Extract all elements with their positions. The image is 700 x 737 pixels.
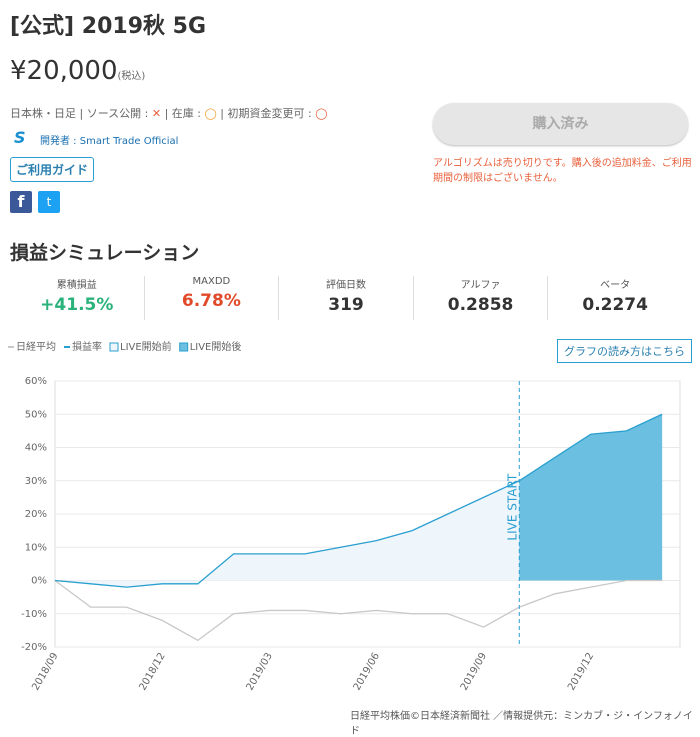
- mark: ◯: [315, 107, 328, 120]
- stat-value: +41.5%: [40, 295, 114, 315]
- legend-label: LIVE開始後: [190, 340, 242, 353]
- stats: 累積損益 +41.5% MAXDD 6.78% 評価日数 319 アルファ 0.2858 ベータ…: [10, 276, 682, 320]
- stat-label: MAXDD: [192, 276, 231, 287]
- y-tick-label: 50%: [25, 409, 47, 420]
- price: ¥20,000(税込): [10, 56, 145, 86]
- area: [55, 480, 520, 588]
- y-tick-label: 10%: [25, 542, 47, 553]
- line: [54, 413, 663, 588]
- line: [54, 579, 663, 642]
- info-text: 日本株・日足 | ソース公開 :: [10, 107, 152, 120]
- info: 日本株・日足 | ソース公開 : ✕ | 在庫 : ◯ | 初期資金変更可 : …: [10, 105, 328, 121]
- y-tick-label: 20%: [25, 509, 47, 520]
- stat: 評価日数 319: [278, 276, 413, 320]
- chart: -20% -10% 0% 10% 20% 30% 40% 50% 60% 2018/09 2018/…: [8, 340, 681, 692]
- stat-value: 0.2858: [447, 295, 514, 315]
- y-tick-label: 30%: [25, 476, 47, 487]
- y-tick-label: -20%: [21, 642, 47, 653]
- stat-label: 評価日数: [325, 280, 366, 291]
- area: [519, 414, 663, 581]
- stat: ベータ 0.2274: [547, 276, 682, 320]
- dev-logo: S: [14, 128, 26, 147]
- legend-label: 損益率: [72, 340, 102, 353]
- y-tick-label: -10%: [21, 609, 47, 620]
- title: [公式] 2019秋 5G: [10, 14, 207, 39]
- x-tick-label: 2019/09: [459, 651, 489, 692]
- info-text: | 在庫 :: [161, 107, 205, 120]
- legend-swatch: [179, 342, 189, 352]
- footer: 日経平均株価©日本経済新聞社 ／情報提供元：ミンカブ・ジ・インフォノイド: [350, 711, 693, 737]
- stat-label: ベータ: [600, 280, 631, 291]
- stat-value: 6.78%: [181, 291, 241, 311]
- stat: MAXDD 6.78%: [143, 276, 279, 320]
- developer[interactable]: 開発者 : Smart Trade Official: [40, 136, 179, 147]
- section-title: 損益シミュレーション: [10, 242, 200, 264]
- stat-label: アルファ: [460, 280, 501, 291]
- tax: (税込): [117, 71, 146, 82]
- buy-button[interactable]: 購入済み: [433, 103, 688, 145]
- guide-button[interactable]: ご利用ガイド: [10, 157, 95, 182]
- x-tick-label: 2019/03: [245, 651, 275, 692]
- stat-value: 319: [328, 295, 364, 315]
- facebook-button[interactable]: f: [10, 191, 32, 213]
- x-tick-label: 2019/06: [352, 651, 382, 692]
- help-link[interactable]: グラフの読み方はこちら: [557, 339, 692, 363]
- price-value: ¥20,000: [10, 56, 118, 86]
- y-tick-label: 60%: [25, 376, 47, 387]
- y-tick-label: 0%: [31, 576, 47, 587]
- stat: 累積損益 +41.5%: [10, 276, 144, 320]
- x-tick-label: 2018/12: [137, 651, 167, 692]
- stat-label: 累積損益: [56, 280, 97, 291]
- info-text: | 初期資金変更可 :: [216, 107, 316, 120]
- x-tick-label: 2018/09: [30, 651, 60, 692]
- legend-label: 日経平均: [16, 340, 56, 353]
- mark: ✕: [151, 107, 162, 120]
- mark: ◯: [204, 107, 217, 120]
- legend-label: LIVE開始前: [120, 340, 172, 353]
- y-tick-label: 40%: [25, 443, 47, 454]
- twitter-button[interactable]: t: [38, 191, 60, 213]
- x-tick-label: 2019/12: [566, 651, 596, 692]
- annotation: LIVE START: [505, 473, 519, 541]
- stat: アルファ 0.2858: [412, 276, 548, 320]
- notice: アルゴリズムは売り切りです。購入後の追加料金、ご利用期間の制限はございません。: [433, 158, 692, 184]
- stat-value: 0.2274: [582, 295, 648, 315]
- legend-swatch: [109, 342, 119, 352]
